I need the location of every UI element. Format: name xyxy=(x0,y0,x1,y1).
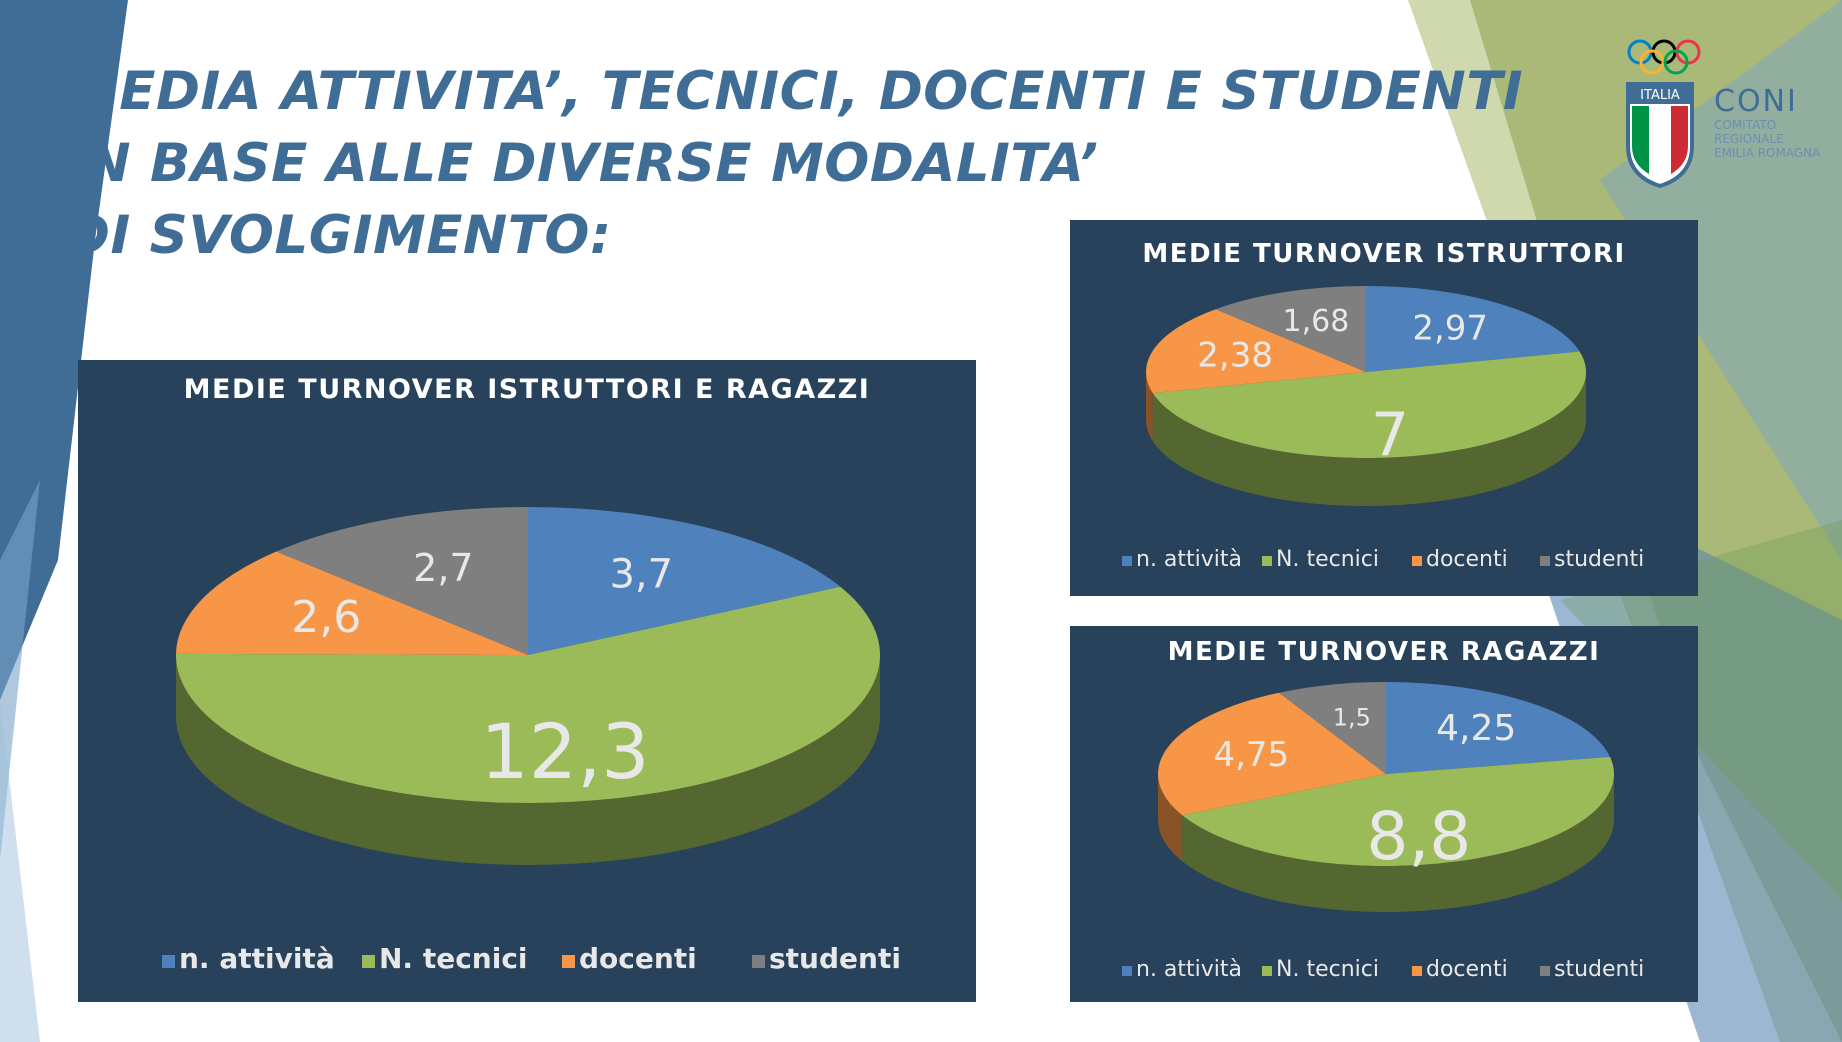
legend-label-1: N. tecnici xyxy=(1276,957,1379,982)
data-label-1: 12,3 xyxy=(480,707,649,796)
pie-sides xyxy=(1146,372,1586,506)
pie-chart-istruttori: MEDIE TURNOVER ISTRUTTORI 2,97 7 2,38 1,68 n.… xyxy=(1122,239,1644,572)
legend-swatch-0 xyxy=(1122,556,1132,566)
legend-swatch-1 xyxy=(1262,556,1272,566)
legend-label-2: docenti xyxy=(579,942,697,975)
chart-legend: n. attività N. tecnici docenti studenti xyxy=(1122,547,1644,572)
pie-side-2 xyxy=(1146,372,1153,442)
pie-chart-main: MEDIE TURNOVER ISTRUTTORI E RAGAZZI 3,7 12… xyxy=(162,374,901,975)
legend-label-3: studenti xyxy=(1554,957,1644,982)
title-line-1: MEDIA ATTIVITA’, TECNICI, DOCENTI E STUD… xyxy=(66,61,1524,122)
pie-slice-studenti xyxy=(1215,286,1366,372)
pie-slice-n-attività xyxy=(1386,682,1611,774)
chart-panel-ragazzi: MEDIE TURNOVER RAGAZZI 4,25 8,8 4,75 1,5 n. a… xyxy=(1070,626,1698,1002)
pie-side-1 xyxy=(1182,774,1614,912)
pie-slice-n-tecnici xyxy=(1152,351,1586,458)
legend-swatch-2 xyxy=(562,955,575,968)
pie-slice-docenti xyxy=(1146,309,1366,394)
legend-swatch-2 xyxy=(1412,556,1422,566)
legend-swatch-2 xyxy=(1412,966,1422,976)
legend-label-0: n. attività xyxy=(179,942,335,975)
legend-label-1: N. tecnici xyxy=(1276,547,1379,572)
legend-swatch-0 xyxy=(1122,966,1132,976)
pie-sides xyxy=(1158,774,1614,912)
pie-chart-ragazzi: MEDIE TURNOVER RAGAZZI 4,25 8,8 4,75 1,5 n. a… xyxy=(1122,637,1644,982)
coni-sub-1: COMITATO xyxy=(1714,118,1777,132)
legend-label-2: docenti xyxy=(1426,547,1508,572)
pie-slice-n-tecnici xyxy=(1182,756,1614,866)
pie-sides xyxy=(176,655,880,865)
pie-slice-n-attività xyxy=(528,507,841,655)
chart-title: MEDIE TURNOVER ISTRUTTORI xyxy=(1142,239,1625,269)
legend-swatch-3 xyxy=(1540,556,1550,566)
legend-label-0: n. attività xyxy=(1136,957,1242,982)
legend-swatch-1 xyxy=(1262,966,1272,976)
pie-side-2 xyxy=(1158,774,1183,862)
data-label-1: 7 xyxy=(1371,400,1409,470)
title-line-3: DI SVOLGIMENTO: xyxy=(66,205,612,266)
coni-sub-3: EMILIA ROMAGNA xyxy=(1714,146,1821,160)
page-title: MEDIA ATTIVITA’, TECNICI, DOCENTI E STUD… xyxy=(66,56,1523,272)
legend-label-1: N. tecnici xyxy=(379,942,528,975)
pie-slice-studenti xyxy=(276,507,528,655)
olympic-rings-icon xyxy=(1627,39,1701,75)
italia-shield-icon: ITALIA xyxy=(1626,82,1694,189)
legend-swatch-0 xyxy=(162,955,175,968)
data-label-0: 4,25 xyxy=(1436,708,1516,749)
data-label-0: 2,97 xyxy=(1412,309,1488,349)
chart-panel-main: MEDIE TURNOVER ISTRUTTORI E RAGAZZI 3,7 12… xyxy=(78,360,976,1002)
legend-label-0: n. attività xyxy=(1136,547,1242,572)
data-label-3: 1,68 xyxy=(1282,304,1349,339)
chart-title: MEDIE TURNOVER RAGAZZI xyxy=(1168,637,1601,667)
coni-name: CONI xyxy=(1714,84,1798,119)
title-line-2: IN BASE ALLE DIVERSE MODALITA’ xyxy=(66,133,1099,194)
pie-slice-n-attività xyxy=(1366,286,1580,372)
pie-slice-n-tecnici xyxy=(176,586,881,803)
logo-badge-text: ITALIA xyxy=(1640,88,1680,103)
chart-legend: n. attività N. tecnici docenti studenti xyxy=(1122,957,1644,982)
pie-slice-docenti xyxy=(1158,692,1386,816)
legend-swatch-3 xyxy=(752,955,765,968)
pie-side-1 xyxy=(176,655,880,865)
data-label-3: 1,5 xyxy=(1333,704,1371,732)
coni-logo: ITALIA xyxy=(1626,39,1701,189)
coni-sub-2: REGIONALE xyxy=(1714,132,1784,146)
data-label-2: 2,38 xyxy=(1197,335,1273,375)
data-label-3: 2,7 xyxy=(413,546,473,590)
legend-label-3: studenti xyxy=(769,942,901,975)
pie-slice-studenti xyxy=(1279,682,1386,774)
legend-swatch-1 xyxy=(362,955,375,968)
chart-legend: n. attività N. tecnici docenti studenti xyxy=(162,942,901,975)
chart-panel-istruttori: MEDIE TURNOVER ISTRUTTORI 2,97 7 2,38 1,68 n.… xyxy=(1070,220,1698,596)
data-label-2: 2,6 xyxy=(291,592,361,643)
data-label-0: 3,7 xyxy=(609,552,673,598)
legend-label-3: studenti xyxy=(1554,547,1644,572)
pie-slice-docenti xyxy=(176,551,528,655)
legend-swatch-3 xyxy=(1540,966,1550,976)
data-label-2: 4,75 xyxy=(1213,735,1289,775)
pie-side-1 xyxy=(1152,372,1586,506)
data-label-1: 8,8 xyxy=(1366,798,1471,875)
coni-subtitle: COMITATO REGIONALE EMILIA ROMAGNA xyxy=(1714,118,1842,160)
legend-label-2: docenti xyxy=(1426,957,1508,982)
chart-title: MEDIE TURNOVER ISTRUTTORI E RAGAZZI xyxy=(184,374,871,405)
